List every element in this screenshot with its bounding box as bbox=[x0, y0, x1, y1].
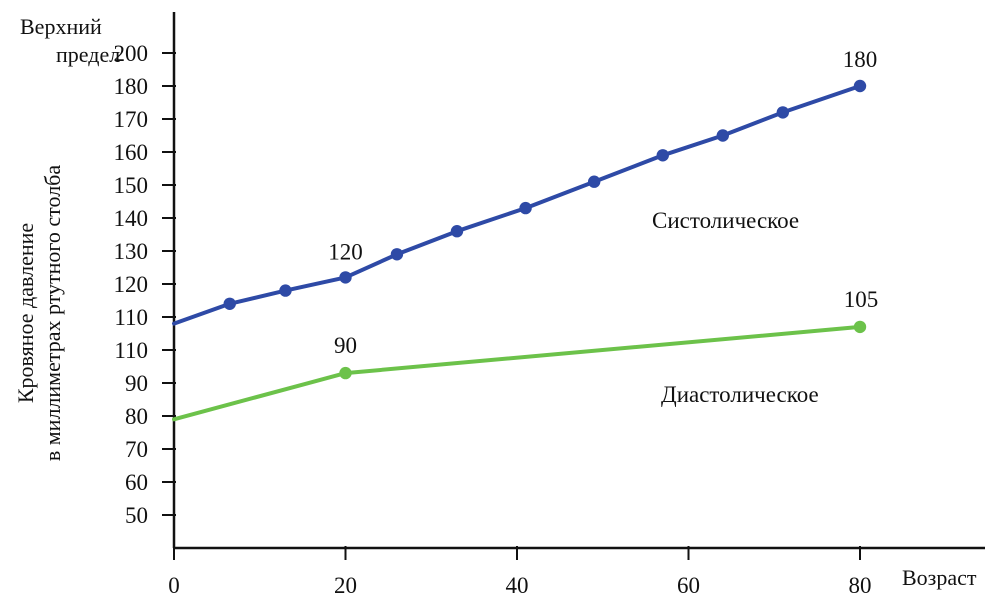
systolic-point bbox=[587, 175, 601, 188]
systolic-line bbox=[172, 84, 862, 326]
x-tick-label: 20 bbox=[334, 573, 357, 598]
y-tick-label: 110 bbox=[114, 338, 148, 363]
y-tick-label: 50 bbox=[125, 503, 148, 528]
systolic-point bbox=[279, 284, 292, 297]
y-axis-label-line-2: в миллиметрах ртутного столба bbox=[40, 165, 65, 462]
systolic-point bbox=[656, 149, 669, 162]
data-label: 180 bbox=[843, 47, 878, 72]
systolic-point bbox=[853, 79, 867, 93]
y-tick-label: 80 bbox=[125, 404, 148, 429]
y-tick-label: 60 bbox=[125, 470, 148, 495]
x-tick-label: 80 bbox=[849, 573, 872, 598]
systolic-point bbox=[390, 248, 404, 261]
y-tick-label: 160 bbox=[114, 140, 149, 165]
y-tick-label: 70 bbox=[125, 437, 148, 462]
x-tick-label: 60 bbox=[677, 573, 700, 598]
axes bbox=[172, 12, 985, 550]
systolic-point bbox=[716, 129, 729, 142]
labels-layer: 120 180 90 105 bbox=[328, 47, 878, 358]
series-label-diastolic: Диастолическое bbox=[661, 382, 819, 407]
systolic-point bbox=[223, 297, 236, 310]
systolic-point bbox=[450, 225, 464, 238]
diastolic-point bbox=[853, 320, 867, 334]
series-label-systolic: Систолическое bbox=[652, 208, 799, 233]
series-layer bbox=[172, 79, 867, 422]
data-label: 105 bbox=[844, 287, 879, 312]
y-axis-title-line-1: Верхний bbox=[20, 14, 102, 39]
y-tick-label: 120 bbox=[114, 272, 149, 297]
x-axis-label: Возраст bbox=[902, 565, 977, 590]
systolic-point bbox=[519, 201, 532, 215]
systolic-point bbox=[776, 106, 790, 119]
y-axis-title-line-2: предел bbox=[56, 42, 120, 67]
y-tick-label: 150 bbox=[114, 173, 149, 198]
y-tick-label: 130 bbox=[114, 239, 149, 264]
y-axis-label-line-1: Кровяное давление bbox=[13, 223, 38, 403]
y-tick-label: 90 bbox=[125, 371, 148, 396]
data-label: 90 bbox=[334, 333, 357, 358]
x-tick-label: 0 bbox=[168, 573, 180, 598]
y-tick-label: 110 bbox=[114, 305, 148, 330]
y-tick-label: 180 bbox=[114, 74, 149, 99]
systolic-point bbox=[339, 271, 352, 284]
x-tick-label: 40 bbox=[506, 573, 529, 598]
y-tick-label: 170 bbox=[114, 107, 149, 132]
y-tick-label: 200 bbox=[114, 41, 149, 66]
data-label: 120 bbox=[328, 239, 363, 264]
ticks: 5060708090110110120130140150160170180200… bbox=[114, 41, 872, 598]
y-tick-label: 140 bbox=[114, 206, 149, 231]
diastolic-point bbox=[339, 366, 352, 380]
